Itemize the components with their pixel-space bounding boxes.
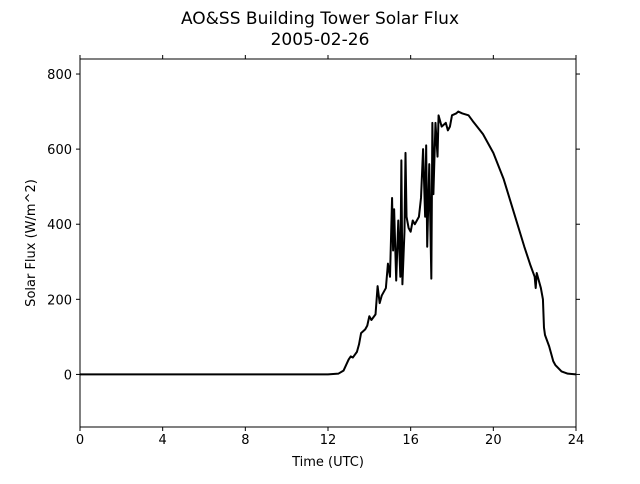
x-tick-label: 0 — [76, 433, 84, 448]
x-tick-label: 16 — [402, 433, 419, 448]
x-tick-label: 4 — [159, 433, 167, 448]
y-tick-label: 600 — [47, 143, 72, 158]
x-tick-label: 8 — [241, 433, 249, 448]
y-tick-label: 0 — [64, 368, 72, 383]
chart-subtitle: 2005-02-26 — [271, 30, 370, 50]
chart-title: AO&SS Building Tower Solar Flux — [181, 9, 459, 29]
x-axis-label: Time (UTC) — [291, 455, 364, 470]
y-axis-label: Solar Flux (W/m^2) — [24, 179, 39, 307]
plot-frame — [79, 58, 577, 428]
x-tick-label: 24 — [568, 433, 585, 448]
x-tick-label: 12 — [320, 433, 337, 448]
x-tick-label: 20 — [485, 433, 502, 448]
data-line — [80, 110, 577, 376]
y-tick-label: 200 — [47, 293, 72, 308]
y-tick-label: 800 — [47, 68, 72, 83]
y-tick-label: 400 — [47, 218, 72, 233]
